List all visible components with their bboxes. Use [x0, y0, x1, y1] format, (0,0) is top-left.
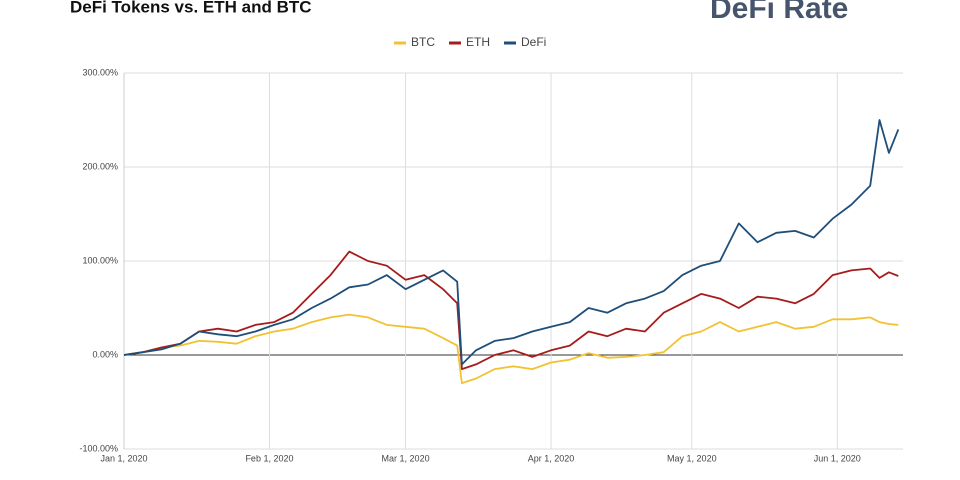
legend-label: DeFi — [521, 35, 546, 49]
y-tick-label: 300.00% — [82, 67, 118, 77]
logo: DeFi Rate — [710, 0, 848, 25]
legend-label: ETH — [466, 35, 490, 49]
x-tick-label: Apr 1, 2020 — [528, 453, 575, 463]
x-tick-label: May 1, 2020 — [667, 453, 717, 463]
x-tick-label: Feb 1, 2020 — [245, 453, 293, 463]
y-tick-label: 100.00% — [82, 255, 118, 265]
y-tick-label: -100.00% — [79, 443, 118, 453]
line-series — [123, 119, 900, 366]
line-series — [123, 313, 899, 385]
chart-title: DeFi Tokens vs. ETH and BTC — [70, 0, 312, 16]
y-tick-label: 0.00% — [92, 349, 118, 359]
legend-label: BTC — [411, 35, 435, 49]
x-tick-label: Mar 1, 2020 — [382, 453, 430, 463]
y-tick-label: 200.00% — [82, 161, 118, 171]
line-series — [123, 250, 899, 370]
x-tick-label: Jun 1, 2020 — [814, 453, 861, 463]
x-tick-label: Jan 1, 2020 — [100, 453, 147, 463]
